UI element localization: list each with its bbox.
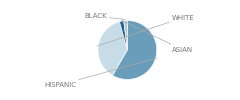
Text: HISPANIC: HISPANIC bbox=[44, 58, 157, 88]
Wedge shape bbox=[98, 22, 127, 75]
Wedge shape bbox=[113, 21, 157, 79]
Wedge shape bbox=[120, 21, 127, 50]
Text: ASIAN: ASIAN bbox=[121, 20, 193, 53]
Text: WHITE: WHITE bbox=[97, 14, 195, 46]
Text: BLACK: BLACK bbox=[84, 13, 126, 19]
Wedge shape bbox=[124, 21, 127, 50]
